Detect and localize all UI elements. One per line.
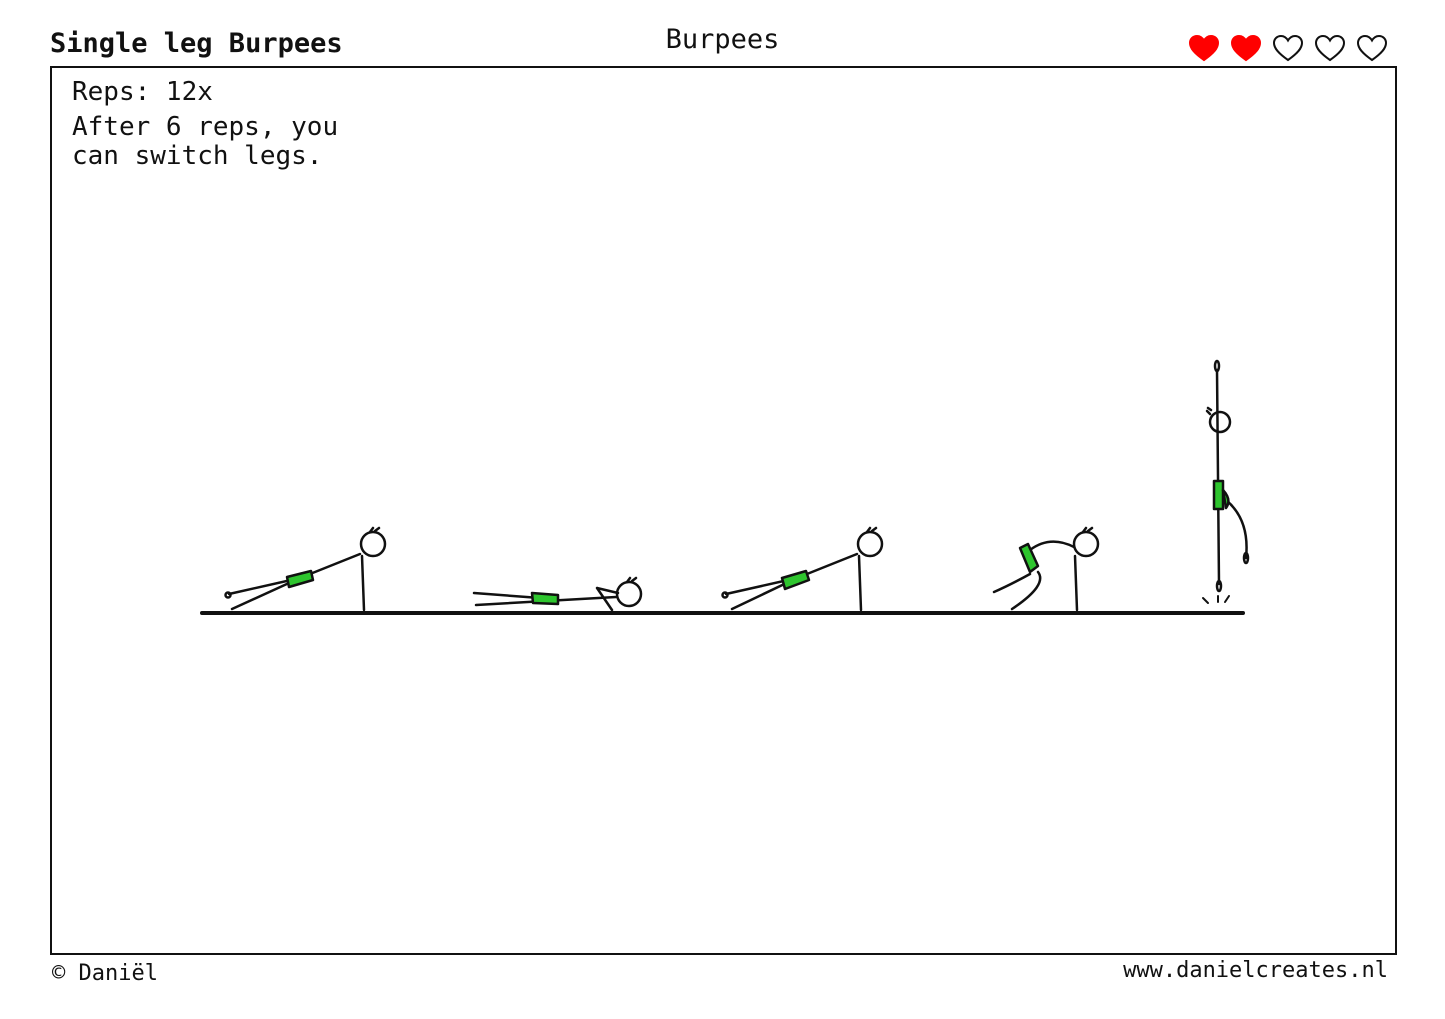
exercise-category: Burpees — [665, 24, 780, 55]
figure-jump-5 — [1202, 359, 1250, 604]
difficulty-rating — [1188, 34, 1388, 62]
heart-filled-icon — [1188, 34, 1220, 62]
instruction-line: can switch legs. — [72, 141, 323, 171]
instruction-line: After 6 reps, you — [72, 112, 339, 142]
exercise-title: Single leg Burpees — [50, 28, 343, 59]
website-link[interactable]: www.danielcreates.nl — [1123, 958, 1388, 983]
reps-text: Reps: 12x — [72, 77, 213, 107]
figure-jump-in-4 — [992, 526, 1100, 612]
exercise-description: Reps: 12x After 6 reps, you can switch l… — [72, 78, 338, 171]
heart-empty-icon — [1314, 34, 1346, 62]
heart-filled-icon — [1230, 34, 1262, 62]
figure-lying-2 — [472, 576, 643, 612]
figure-plank-1 — [224, 526, 387, 612]
heart-empty-icon — [1356, 34, 1388, 62]
exercise-card: Reps: 12x After 6 reps, you can switch l… — [50, 66, 1397, 955]
copyright-text: © Daniël — [52, 961, 158, 986]
heart-empty-icon — [1272, 34, 1304, 62]
figure-plank-3 — [721, 526, 884, 612]
